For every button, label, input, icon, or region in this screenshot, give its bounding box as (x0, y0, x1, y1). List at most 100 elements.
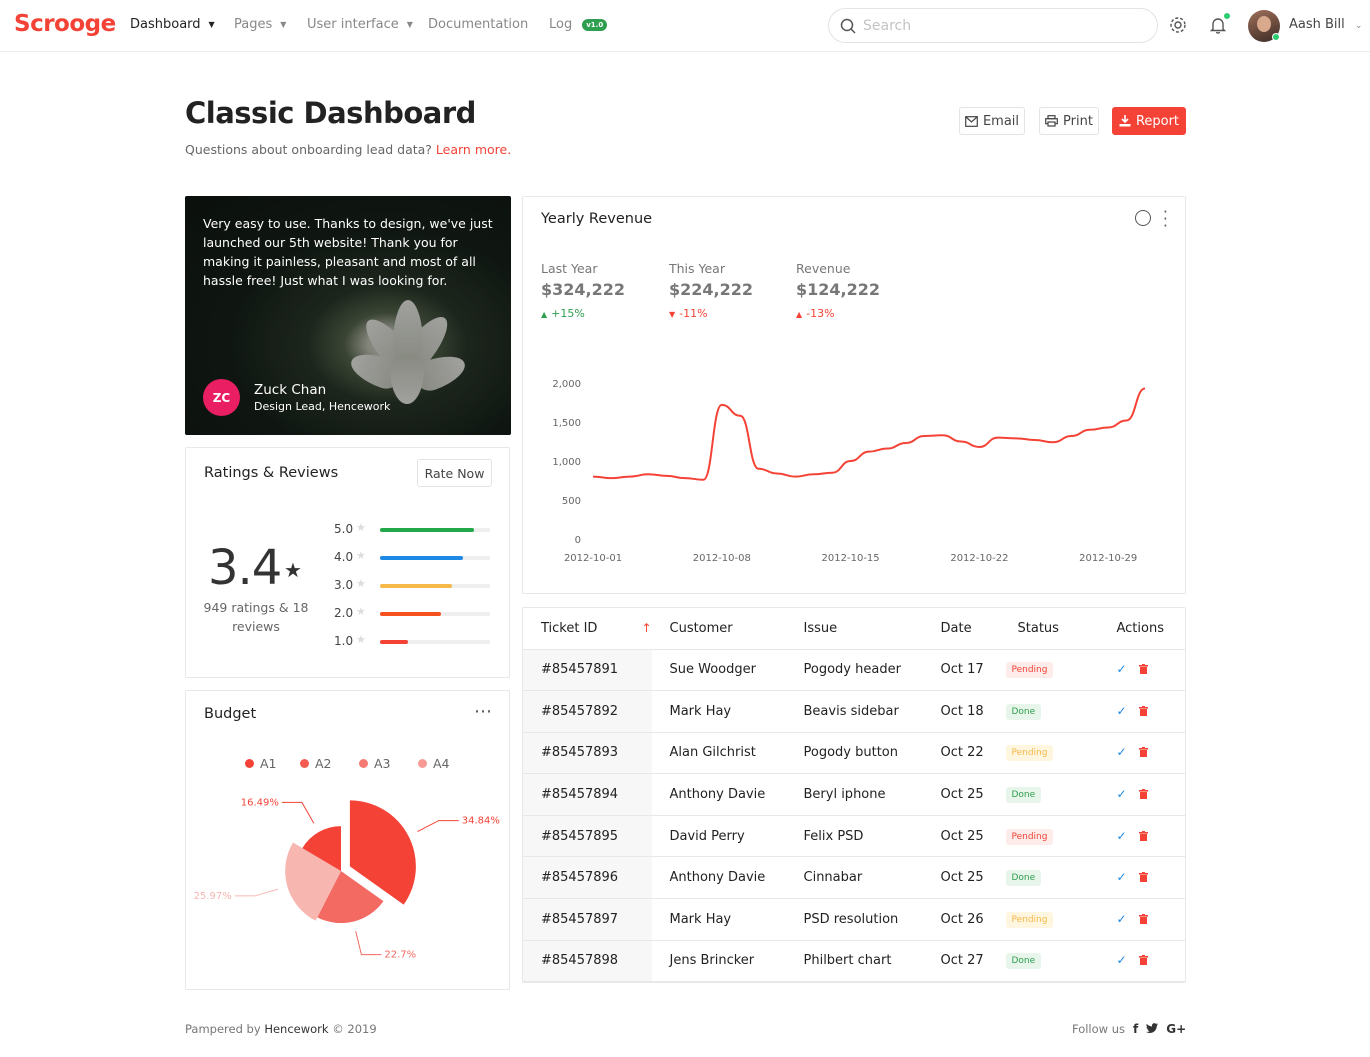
table-row[interactable]: #85457892 Mark Hay Beavis sidebar Oct 18 Don… (523, 690, 1185, 733)
bell-icon[interactable] (1208, 15, 1230, 37)
customer-cell: Jens Brincker (651, 940, 786, 982)
chevron-down-icon: ⌄ (1354, 21, 1363, 31)
facebook-icon[interactable]: f (1133, 1022, 1139, 1036)
column-header[interactable]: Customer (651, 608, 786, 650)
check-icon[interactable]: ✓ (1116, 828, 1127, 843)
ratings-count: 949 ratings & 18 reviews (203, 600, 309, 634)
trash-icon[interactable] (1138, 747, 1148, 758)
trash-icon[interactable] (1138, 830, 1148, 841)
search-icon (840, 18, 856, 34)
legend-item[interactable]: A2 (300, 756, 332, 771)
star-icon: ★ (356, 605, 366, 618)
nav-item-log[interactable]: Log v1.0 (549, 17, 608, 32)
search-box[interactable] (828, 8, 1158, 43)
email-button[interactable]: Email (959, 107, 1025, 135)
legend-label: A4 (433, 756, 450, 771)
legend-item[interactable]: A4 (418, 756, 450, 771)
date-cell: Oct 25 (922, 856, 1000, 900)
trash-icon[interactable] (1138, 955, 1148, 966)
twitter-icon[interactable] (1146, 1022, 1159, 1036)
actions-cell: ✓ (1098, 898, 1185, 941)
refresh-icon[interactable] (1135, 210, 1151, 226)
trash-icon[interactable] (1138, 913, 1148, 924)
brand-logo[interactable]: Scrooge (14, 11, 116, 37)
table-row[interactable]: #85457897 Mark Hay PSD resolution Oct 26 Pen… (523, 898, 1185, 941)
pie-slice[interactable] (285, 842, 341, 921)
column-header[interactable]: Status (999, 608, 1099, 650)
rate-now-button[interactable]: Rate Now (417, 459, 492, 487)
nav-item-user-interface[interactable]: User interface ▼ (307, 17, 413, 32)
column-header[interactable]: Ticket ID ↑ (523, 608, 652, 650)
search-input[interactable] (863, 15, 1143, 37)
table-row[interactable]: #85457895 David Perry Felix PSD Oct 25 Pendi… (523, 815, 1185, 858)
download-icon (1119, 115, 1131, 127)
rating-row: 2.0 ★ (334, 605, 494, 620)
check-icon[interactable]: ✓ (1116, 953, 1127, 968)
column-header[interactable]: Date (922, 608, 1000, 650)
pie-slice[interactable] (302, 826, 341, 871)
rating-bar-track (380, 528, 490, 532)
stat-label: Last Year (541, 261, 598, 276)
pie-slice[interactable] (317, 871, 384, 924)
stat-delta-value: -13% (806, 307, 835, 320)
legend-item[interactable]: A3 (359, 756, 391, 771)
email-button-label: Email (982, 113, 1020, 129)
legend-label: A3 (374, 756, 391, 771)
caret-up-icon: ▲ (541, 310, 548, 319)
table-row[interactable]: #85457894 Anthony Davie Beryl iphone Oct 25… (523, 773, 1185, 816)
table-row[interactable]: #85457893 Alan Gilchrist Pogody button Oct … (523, 732, 1185, 775)
trash-icon[interactable] (1138, 872, 1148, 883)
status-badge: Done (1005, 953, 1042, 970)
x-axis-tick: 2012-10-22 (950, 553, 1008, 564)
check-icon[interactable]: ✓ (1116, 745, 1127, 760)
nav-item-pages[interactable]: Pages ▼ (234, 17, 286, 32)
y-axis-tick: 1,500 (552, 418, 581, 429)
user-menu[interactable]: Aash Bill ⌄ (1289, 17, 1362, 32)
pie-slice[interactable] (349, 800, 416, 905)
caret-down-icon: ▼ (280, 20, 287, 29)
google-plus-icon[interactable]: G+ (1166, 1022, 1187, 1036)
report-button[interactable]: Report (1112, 107, 1186, 135)
nav-item-documentation[interactable]: Documentation (428, 17, 528, 32)
print-button[interactable]: Print (1039, 107, 1099, 135)
column-header[interactable]: Issue (785, 608, 923, 650)
stat-delta: ▼ -11% (669, 307, 753, 320)
check-icon[interactable]: ✓ (1116, 787, 1127, 802)
gear-icon[interactable] (1168, 15, 1190, 37)
online-indicator (1272, 33, 1280, 41)
y-axis-tick: 0 (575, 535, 581, 546)
status-cell: Pending (999, 898, 1099, 941)
nav-item-dashboard[interactable]: Dashboard ▼ (130, 17, 215, 32)
sort-arrow-icon[interactable]: ↑ (641, 620, 652, 635)
avatar[interactable] (1248, 10, 1280, 42)
status-badge: Pending (1005, 662, 1054, 679)
status-cell: Pending (999, 649, 1099, 692)
nav-item-label: Log (549, 17, 573, 32)
stat-value: $324,222 (541, 280, 626, 299)
testimonial-card: Very easy to use. Thanks to design, we'v… (185, 196, 511, 435)
table-row[interactable]: #85457891 Sue Woodger Pogody header Oct 17 P… (523, 649, 1185, 692)
learn-more-link[interactable]: Learn more. (435, 142, 512, 157)
legend-label: A2 (315, 756, 332, 771)
table-row[interactable]: #85457896 Anthony Davie Cinnabar Oct 25 Done… (523, 856, 1185, 900)
status-badge: Done (1005, 703, 1042, 720)
more-vertical-icon[interactable]: · · · (1163, 203, 1168, 235)
legend-item[interactable]: A1 (245, 756, 277, 771)
author-role: Design Lead, Hencework (254, 400, 391, 413)
check-icon[interactable]: ✓ (1116, 911, 1127, 926)
footer-brand-link[interactable]: Hencework (264, 1022, 329, 1036)
trash-icon[interactable] (1138, 789, 1148, 800)
customer-cell: David Perry (651, 815, 786, 858)
check-icon[interactable]: ✓ (1116, 703, 1127, 718)
check-icon[interactable]: ✓ (1116, 870, 1127, 885)
star-icon: ★ (356, 549, 366, 562)
trash-icon[interactable] (1138, 664, 1148, 675)
table-row[interactable]: #85457898 Jens Brincker Philbert chart Oct … (523, 940, 1185, 982)
check-icon[interactable]: ✓ (1116, 662, 1127, 677)
star-icon: ★ (356, 521, 366, 534)
star-icon: ★ (356, 633, 366, 646)
trash-icon[interactable] (1138, 705, 1148, 716)
more-options-icon[interactable]: ⋯ (474, 701, 493, 722)
rating-bar-fill (380, 584, 452, 588)
y-axis-tick: 1,000 (552, 457, 581, 468)
